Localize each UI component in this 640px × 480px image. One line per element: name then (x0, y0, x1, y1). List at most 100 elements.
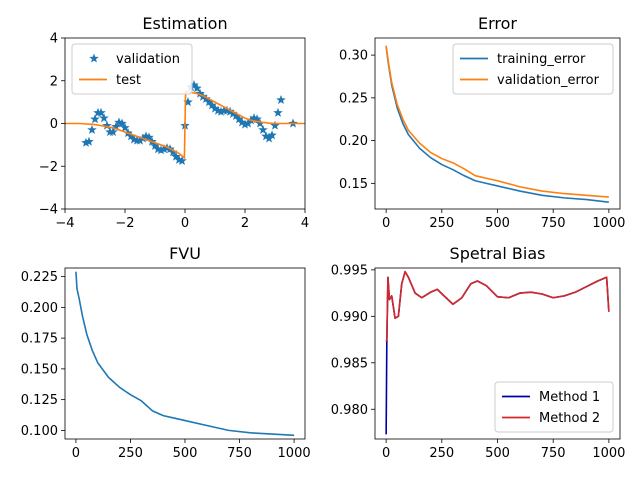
fvu-ytick-label: 0.100 (21, 424, 58, 439)
error-ytick-label: 0.15 (339, 177, 368, 192)
validation-point (189, 80, 199, 90)
estimation-ytick-label: −2 (39, 160, 58, 175)
legend-validation-marker (89, 53, 99, 63)
spectral-bias-ytick-label: 0.985 (331, 356, 368, 371)
validation-point (135, 135, 145, 145)
spectral-bias-legend-box (494, 381, 614, 433)
validation-point (261, 131, 271, 141)
legend-label: validation (116, 52, 180, 67)
validation-error-line (385, 45, 609, 198)
fvu-xtick-label: 750 (227, 446, 252, 461)
error-legend-box (452, 43, 614, 95)
spectral-bias-ytick-label: 0.980 (331, 403, 368, 418)
estimation-title: Estimation (142, 14, 227, 33)
spectral-bias-ytick-label: 0.995 (331, 263, 368, 278)
spectral-bias-plot-area (385, 270, 610, 435)
error-panel: Error 0 250 500 750 1000 0.15 0.20 0.25 0.30 train… (339, 14, 625, 231)
spectral-bias-xtick-label: 1000 (592, 446, 625, 461)
estimation-xtick-label: 0 (181, 216, 189, 231)
error-axes-frame (374, 37, 621, 210)
error-ytick-label: 0.20 (339, 134, 368, 149)
estimation-ytick-label: 4 (50, 32, 58, 47)
spectral-bias-xtick-label: 500 (485, 446, 510, 461)
error-legend: training_error validation_error (452, 43, 614, 95)
spectral-bias-xtick-label: 0 (382, 446, 390, 461)
validation-point (273, 107, 283, 117)
validation-point (243, 118, 253, 128)
fvu-xtick-label: 250 (118, 446, 143, 461)
validation-point (225, 106, 235, 116)
validation-point (210, 103, 220, 113)
validation-point (270, 120, 280, 130)
validation-point (126, 131, 136, 141)
fvu-ytick-label: 0.225 (21, 270, 58, 285)
training-error-line (385, 46, 609, 203)
validation-point (183, 97, 193, 107)
estimation-legend: validation test (71, 43, 193, 95)
estimation-legend-box (71, 43, 193, 95)
validation-point (156, 145, 166, 155)
validation-point (177, 155, 187, 165)
error-xtick-label: 1000 (592, 216, 625, 231)
error-ytick-label: 0.30 (339, 49, 368, 64)
estimation-ytick-label: 0 (50, 117, 58, 132)
spectral-bias-legend: Method 1 Method 2 (494, 381, 614, 433)
estimation-xtick-label: −2 (115, 216, 134, 231)
validation-point (96, 107, 106, 117)
validation-point (108, 127, 118, 137)
validation-point (168, 147, 178, 157)
error-plot-area (385, 45, 609, 203)
fvu-xtick-label: 0 (72, 446, 80, 461)
validation-point (111, 121, 121, 131)
estimation-xtick-label: 4 (301, 216, 309, 231)
error-title: Error (478, 14, 517, 33)
estimation-axes-frame (64, 37, 306, 210)
validation-point (201, 93, 211, 103)
validation-point (231, 111, 241, 121)
validation-point (144, 132, 154, 142)
validation-point (204, 97, 214, 107)
validation-point (237, 117, 247, 127)
error-xtick-label: 250 (429, 216, 454, 231)
fvu-ytick-label: 0.150 (21, 362, 58, 377)
validation-point (258, 124, 268, 134)
fvu-axes-frame (64, 267, 306, 440)
spectral-bias-ytick-label: 0.990 (331, 310, 368, 325)
validation-point (234, 114, 244, 124)
estimation-plot-area (65, 80, 305, 165)
validation-point (90, 114, 100, 124)
validation-point (117, 118, 127, 128)
validation-point (159, 144, 169, 154)
validation-point (240, 119, 250, 129)
validation-point (228, 108, 238, 118)
estimation-ytick-label: 2 (50, 74, 58, 89)
test-line (65, 90, 305, 160)
validation-point (84, 136, 94, 146)
error-ytick-label: 0.25 (339, 91, 368, 106)
legend-label: test (116, 73, 141, 88)
validation-point (81, 137, 91, 147)
legend-label: Method 2 (539, 411, 600, 426)
legend-label: training_error (497, 52, 586, 67)
validation-point (207, 100, 217, 110)
validation-point (192, 83, 202, 93)
validation-point (87, 124, 97, 134)
validation-point (252, 114, 262, 124)
validation-point (255, 118, 265, 128)
validation-point (216, 106, 226, 116)
fvu-ytick-label: 0.175 (21, 332, 58, 347)
fvu-panel: FVU 0 250 500 750 1000 0.100 0.125 0.150 0.175 0.2… (21, 244, 311, 461)
validation-point (276, 94, 286, 105)
validation-point (102, 120, 112, 130)
spectral-bias-title: Spetral Bias (450, 244, 546, 263)
method-2-line (385, 270, 610, 342)
estimation-ytick-label: −4 (39, 203, 58, 218)
fvu-plot-area (75, 271, 295, 437)
error-xtick-label: 0 (382, 216, 390, 231)
estimation-xtick-label: −4 (55, 216, 74, 231)
legend-label: validation_error (497, 73, 600, 88)
validation-point (120, 122, 130, 132)
fvu-title: FVU (169, 244, 201, 263)
spectral-bias-axes-frame (374, 267, 621, 440)
